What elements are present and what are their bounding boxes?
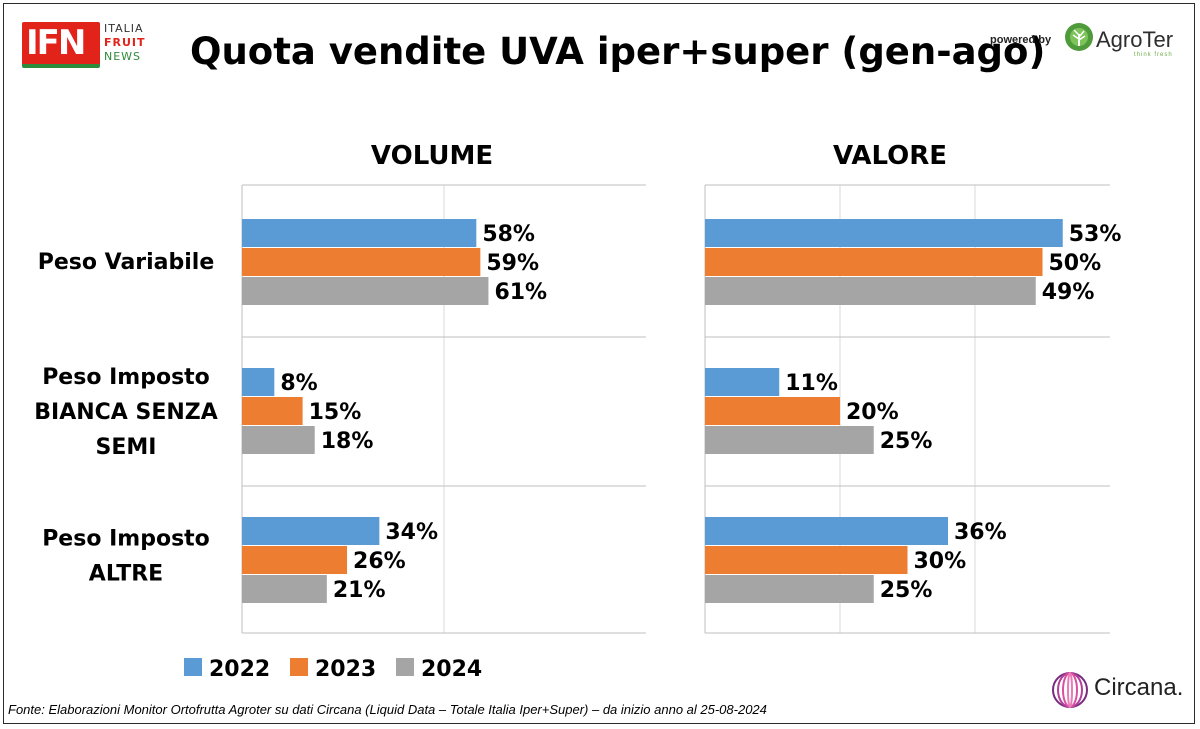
- data-label: 8%: [280, 371, 317, 396]
- bar-volume-2023: [242, 397, 303, 425]
- bar-volume-2022: [242, 219, 477, 247]
- bar-valore-2024: [705, 426, 874, 454]
- data-label: 21%: [333, 578, 386, 603]
- bar-volume-2024: [242, 426, 315, 454]
- legend-swatch-2022: [184, 658, 202, 676]
- bar-volume-2022: [242, 517, 380, 545]
- category-label: Peso Imposto: [42, 527, 210, 552]
- tree-icon: [1065, 23, 1093, 51]
- chart-main-title: Quota vendite UVA iper+super (gen-ago): [190, 30, 1046, 73]
- source-note: Fonte: Elaborazioni Monitor Ortofrutta A…: [8, 702, 767, 717]
- legend-label-2022: 2022: [209, 657, 270, 682]
- data-label: 61%: [494, 280, 547, 305]
- data-label: 50%: [1049, 251, 1102, 276]
- category-label: Peso Imposto: [42, 365, 210, 390]
- circana-rings-icon: [1052, 672, 1088, 708]
- data-label: 59%: [486, 251, 539, 276]
- ifn-logo-text: ITALIA FRUIT NEWS: [104, 22, 146, 64]
- circana-logo: Circana.: [1050, 670, 1190, 714]
- ifn-logo-line2: FRUIT: [104, 36, 146, 49]
- legend-swatch-2023: [290, 658, 308, 676]
- bar-volume-2024: [242, 575, 327, 603]
- bar-valore-2023: [705, 397, 840, 425]
- bar-volume-2024: [242, 277, 489, 305]
- bar-valore-2024: [705, 575, 874, 603]
- data-label: 30%: [914, 549, 967, 574]
- bar-volume-2023: [242, 546, 348, 574]
- bar-volume-2022: [242, 368, 275, 396]
- data-label: 34%: [385, 520, 438, 545]
- data-label: 18%: [321, 429, 374, 454]
- legend-label-2024: 2024: [421, 657, 482, 682]
- circana-logo-name: Circana.: [1094, 674, 1184, 701]
- data-label: 15%: [309, 400, 362, 425]
- data-label: 53%: [1069, 222, 1122, 247]
- category-label: BIANCA SENZA: [34, 400, 218, 425]
- agroter-logo-tagline: think fresh: [1134, 52, 1173, 58]
- bar-valore-2022: [705, 517, 948, 545]
- agroter-logo: AgroTer think fresh: [1064, 20, 1184, 64]
- ifn-logo-line1: ITALIA: [104, 22, 144, 35]
- data-label: 36%: [954, 520, 1007, 545]
- data-label: 20%: [846, 400, 899, 425]
- powered-by-label: powered by: [990, 34, 1052, 46]
- bar-valore-2023: [705, 248, 1043, 276]
- data-label: 25%: [880, 429, 933, 454]
- figure-frame: [3, 3, 1195, 724]
- ifn-logo-box: IFN: [22, 22, 100, 68]
- bar-valore-2022: [705, 219, 1063, 247]
- bar-valore-2022: [705, 368, 780, 396]
- legend-label-2023: 2023: [315, 657, 376, 682]
- category-label: ALTRE: [89, 562, 163, 587]
- data-label: 25%: [880, 578, 933, 603]
- bar-valore-2024: [705, 277, 1036, 305]
- panel-title-valore: VALORE: [833, 141, 947, 171]
- data-label: 58%: [482, 222, 535, 247]
- data-label: 26%: [353, 549, 406, 574]
- category-label: SEMI: [96, 435, 157, 460]
- agroter-logo-name: AgroTer: [1096, 27, 1174, 52]
- legend-swatch-2024: [396, 658, 414, 676]
- category-label: Peso Variabile: [38, 250, 215, 275]
- data-label: 49%: [1042, 280, 1095, 305]
- bar-volume-2023: [242, 248, 481, 276]
- data-label: 11%: [785, 371, 838, 396]
- ifn-logo-letters: IFN: [26, 23, 86, 63]
- bar-valore-2023: [705, 546, 908, 574]
- panel-title-volume: VOLUME: [371, 141, 493, 171]
- ifn-logo-line3: NEWS: [104, 50, 142, 63]
- ifn-logo: IFN ITALIA FRUIT NEWS: [22, 22, 162, 68]
